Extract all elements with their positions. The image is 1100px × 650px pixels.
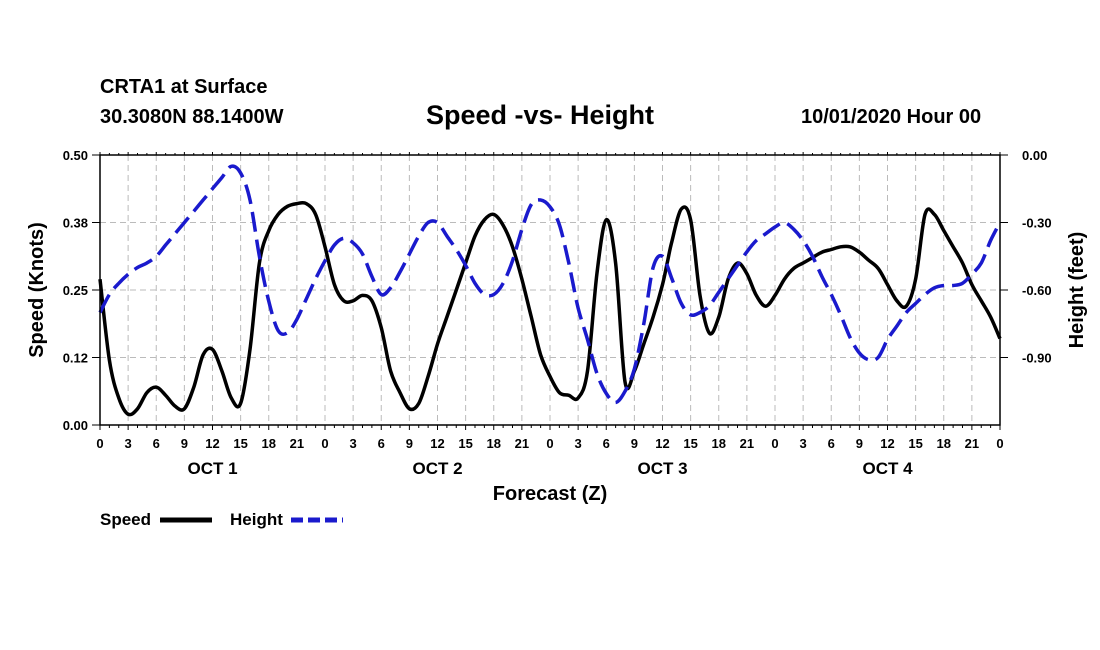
- x-tick-label: 21: [965, 436, 979, 451]
- x-tick-label: 6: [603, 436, 610, 451]
- series-lines: [98, 164, 1002, 417]
- x-tick-label: 12: [880, 436, 894, 451]
- x-tick-label: 21: [740, 436, 754, 451]
- legend: Speed Height: [100, 510, 343, 529]
- x-day-label: OCT 4: [862, 459, 913, 478]
- axis-labels: 0 3 6 9 12 15 18 21 0 3 6 9 12 15 18 21 0 3 6 9 12 15 18 21 0 3 6 9…: [63, 148, 1052, 478]
- y-tick-label: 0.12: [63, 351, 88, 366]
- x-day-label: OCT 3: [637, 459, 687, 478]
- height-series-line: [98, 164, 1002, 405]
- y-tick-label: 0.25: [63, 283, 88, 298]
- axis-ticks: [92, 152, 1008, 430]
- x-tick-label: 6: [828, 436, 835, 451]
- x-tick-label: 0: [546, 436, 553, 451]
- y-axis-title: Speed (Knots): [26, 222, 48, 358]
- x-tick-label: 9: [631, 436, 638, 451]
- grid: [100, 155, 1000, 425]
- x-tick-label: 3: [350, 436, 357, 451]
- x-tick-label: 6: [153, 436, 160, 451]
- y2-tick-label: -0.90: [1022, 351, 1052, 366]
- date-label: 10/01/2020 Hour 00: [801, 106, 982, 128]
- legend-label-speed: Speed: [100, 510, 151, 529]
- x-tick-label: 21: [515, 436, 529, 451]
- coordinates-label: 30.3080N 88.1400W: [100, 106, 284, 128]
- x-tick-label: 18: [487, 436, 501, 451]
- x-axis-title: Forecast (Z): [493, 483, 607, 505]
- x-tick-label: 9: [856, 436, 863, 451]
- x-tick-label: 15: [908, 436, 922, 451]
- x-tick-label: 6: [378, 436, 385, 451]
- x-tick-label: 18: [937, 436, 951, 451]
- y2-axis-title: Height (feet): [1066, 232, 1088, 349]
- x-tick-label: 0: [96, 436, 103, 451]
- x-tick-label: 15: [458, 436, 472, 451]
- y-tick-label: 0.38: [63, 216, 88, 231]
- y-tick-label: 0.50: [63, 148, 88, 163]
- x-tick-label: 9: [181, 436, 188, 451]
- x-tick-label: 3: [575, 436, 582, 451]
- x-day-label: OCT 1: [187, 459, 237, 478]
- chart-title: Speed -vs- Height: [426, 100, 655, 130]
- y-tick-label: 0.00: [63, 418, 88, 433]
- x-tick-label: 12: [430, 436, 444, 451]
- y2-tick-label: -0.30: [1022, 216, 1052, 231]
- x-tick-label: 3: [800, 436, 807, 451]
- x-tick-label: 21: [290, 436, 304, 451]
- x-tick-label: 15: [233, 436, 247, 451]
- x-tick-label: 0: [321, 436, 328, 451]
- x-tick-label: 12: [205, 436, 219, 451]
- x-tick-label: 3: [125, 436, 132, 451]
- y2-tick-label: 0.00: [1022, 148, 1047, 163]
- station-label: CRTA1 at Surface: [100, 76, 268, 98]
- speed-series-line: [98, 200, 1002, 417]
- x-tick-label: 18: [262, 436, 276, 451]
- legend-label-height: Height: [230, 510, 283, 529]
- x-day-label: OCT 2: [412, 459, 462, 478]
- x-tick-label: 0: [996, 436, 1003, 451]
- y2-tick-label: -0.60: [1022, 283, 1052, 298]
- x-tick-label: 12: [655, 436, 669, 451]
- x-tick-label: 9: [406, 436, 413, 451]
- x-tick-label: 18: [712, 436, 726, 451]
- x-tick-label: 15: [683, 436, 697, 451]
- x-tick-label: 0: [771, 436, 778, 451]
